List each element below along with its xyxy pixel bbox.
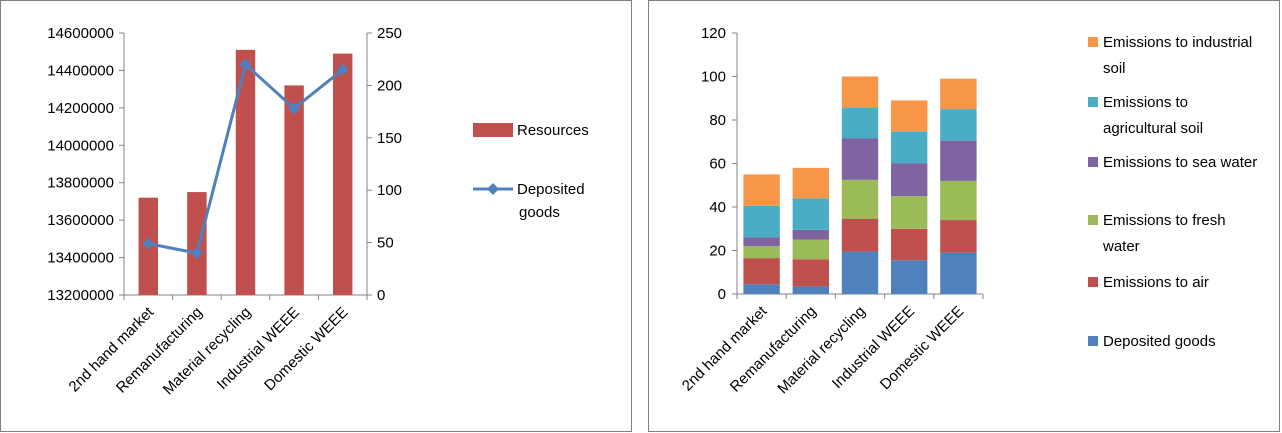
stacked-bar-segment: [841, 76, 879, 109]
y-tick-label: 80: [709, 112, 726, 129]
x-tick-label: Material recycling: [160, 304, 255, 399]
point-deposited-goods: [288, 102, 301, 115]
stacked-bar-segment: [940, 180, 977, 221]
y-tick-label: 13400000: [47, 250, 114, 267]
stacked-bar-segment: [743, 237, 780, 247]
x-tick-label: Remanufacturing: [727, 303, 820, 396]
legend-label-deposited: goods: [519, 204, 560, 221]
legend-swatch: [1088, 97, 1098, 107]
y2-tick-label: 250: [377, 25, 402, 42]
x-tick-label: Domestic WEEE: [877, 303, 967, 393]
y2-tick-label: 150: [377, 130, 402, 147]
stacked-bar-segment: [792, 239, 830, 260]
stacked-bar-segment: [792, 198, 830, 230]
stacked-bar-segment: [841, 138, 879, 180]
stacked-bar-segment: [792, 167, 830, 199]
legend-swatch: [1088, 336, 1098, 346]
y-tick-label: 20: [709, 243, 726, 260]
stacked-bar-segment: [792, 259, 830, 287]
x-tick-label: Domestic WEEE: [261, 304, 351, 394]
legend-label: Emissions to air: [1103, 274, 1209, 291]
y-tick-label: 14000000: [47, 137, 114, 154]
legend-label: Deposited goods: [1103, 333, 1216, 350]
x-tick-label: Remanufacturing: [113, 304, 206, 397]
y-tick-label: 0: [718, 286, 726, 303]
stacked-bar-segment: [743, 284, 780, 294]
emissions-stacked-chart: 0 20 40 60 80 100 120 2nd hand marketRemanufact…: [679, 25, 1257, 398]
y2-tick-label: 200: [377, 77, 402, 94]
y-tick-label: 14200000: [47, 100, 114, 117]
x-tick-label: Material recycling: [774, 303, 869, 398]
y2-tick-label: 0: [377, 287, 385, 304]
legend-label: soil: [1103, 60, 1126, 77]
point-deposited-goods: [239, 58, 252, 71]
resources-deposited-chart: 13200000 13400000 13600000 13800000 14000000…: [47, 25, 589, 399]
legend-label: Emissions to: [1103, 94, 1188, 111]
y-tick-label: 100: [701, 69, 726, 86]
stacked-bar-segment: [841, 108, 879, 139]
stacked-bar-segment: [940, 109, 977, 141]
stacked-bar-segment: [743, 174, 780, 206]
stacked-bar-segment: [940, 252, 977, 294]
legend-swatch-deposited-marker: [487, 183, 499, 195]
stacked-bar-segment: [890, 196, 928, 229]
stacked-bar-segment: [841, 251, 879, 294]
stacked-bar-segment: [743, 205, 780, 238]
legend-label: Emissions to industrial: [1103, 34, 1252, 51]
stacked-bar-segment: [940, 140, 977, 181]
y-tick-label: 14600000: [47, 25, 114, 42]
y-tick-label: 120: [701, 25, 726, 42]
legend-swatch: [1088, 157, 1098, 167]
right-chart-panel: 0 20 40 60 80 100 120 2nd hand market Remanufact…: [648, 0, 1280, 432]
stacked-bar-segment: [792, 229, 830, 240]
legend-label-deposited: Deposited: [517, 181, 585, 198]
stacked-bar-segment: [890, 228, 928, 261]
legend-label-resources: Resources: [517, 122, 589, 139]
legend-label: Emissions to sea water: [1103, 154, 1257, 171]
y-tick-label: 60: [709, 156, 726, 173]
legend-swatch: [1088, 215, 1098, 225]
x-tick-label: Industrial WEEE: [214, 304, 303, 393]
y2-tick-label: 100: [377, 182, 402, 199]
legend-swatch-resources: [473, 123, 513, 137]
legend-swatch: [1088, 37, 1098, 47]
stacked-bar-segment: [890, 100, 928, 132]
y-tick-label: 14400000: [47, 62, 114, 79]
stacked-bar-segment: [743, 246, 780, 259]
stacked-bar-segment: [841, 179, 879, 219]
bar-resources: [235, 49, 256, 295]
y-tick-label: 13200000: [47, 287, 114, 304]
point-deposited-goods: [336, 63, 349, 76]
legend-swatch: [1088, 277, 1098, 287]
y-tick-label: 13800000: [47, 175, 114, 192]
stacked-bar-segment: [940, 220, 977, 253]
x-tick-label: 2nd hand market: [66, 303, 158, 395]
stacked-bar-segment: [890, 163, 928, 197]
bar-resources: [284, 85, 304, 296]
bar-resources: [332, 53, 353, 296]
stacked-bar-segment: [841, 218, 879, 252]
y-tick-label: 40: [709, 199, 726, 216]
bar-resources: [187, 192, 207, 295]
legend-label: water: [1102, 238, 1140, 255]
legend-label: Emissions to fresh: [1103, 212, 1226, 229]
point-deposited-goods: [190, 247, 203, 260]
point-deposited-goods: [142, 237, 155, 250]
x-tick-label: 2nd hand market: [679, 302, 771, 394]
left-chart-panel: 13200000 13400000 13600000 13800000 14000000…: [0, 0, 632, 432]
stacked-bar-segment: [743, 258, 780, 285]
stacked-bar-segment: [890, 131, 928, 164]
legend-label: agricultural soil: [1103, 120, 1203, 137]
stacked-bar-segment: [890, 260, 928, 294]
y2-tick-label: 50: [377, 235, 394, 252]
stacked-bar-segment: [792, 286, 830, 294]
y-tick-label: 13600000: [47, 212, 114, 229]
stacked-bar-segment: [940, 78, 977, 110]
